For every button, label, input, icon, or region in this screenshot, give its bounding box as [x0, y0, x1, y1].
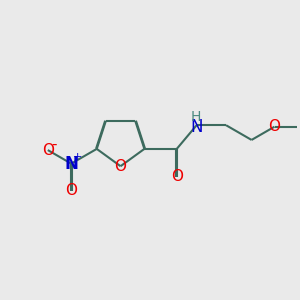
Text: N: N — [64, 154, 78, 172]
Text: O: O — [171, 169, 183, 184]
Text: -: - — [52, 137, 57, 152]
Text: +: + — [73, 152, 82, 162]
Text: N: N — [190, 118, 203, 136]
Text: O: O — [65, 183, 77, 198]
Text: O: O — [115, 159, 127, 174]
Text: O: O — [268, 119, 280, 134]
Text: O: O — [42, 142, 54, 158]
Text: H: H — [191, 110, 201, 124]
